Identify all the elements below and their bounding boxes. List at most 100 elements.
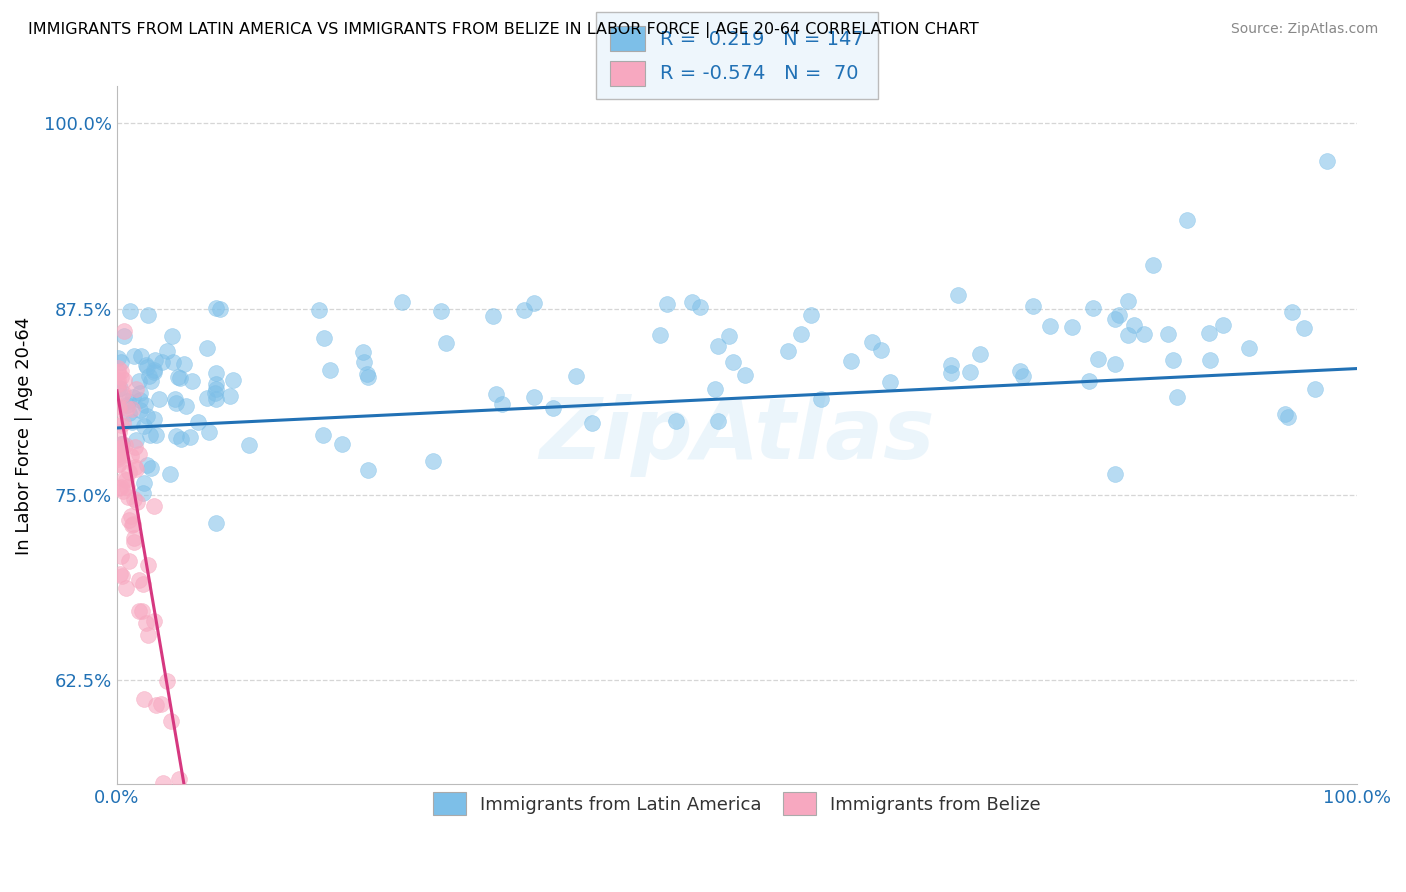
- Point: [721, 354, 744, 368]
- Point: [946, 288, 969, 302]
- Point: [159, 467, 181, 481]
- Point: [112, 373, 135, 387]
- Point: [110, 381, 132, 395]
- Point: [132, 485, 155, 500]
- Point: [136, 628, 159, 642]
- Point: [1277, 410, 1299, 425]
- Point: [127, 494, 149, 508]
- Point: [959, 365, 981, 379]
- Point: [564, 369, 586, 384]
- Point: [110, 417, 132, 432]
- Point: [939, 366, 962, 380]
- Point: [314, 330, 336, 344]
- Point: [107, 373, 129, 387]
- Point: [198, 425, 221, 439]
- Point: [1116, 294, 1139, 309]
- Point: [150, 697, 173, 711]
- Point: [129, 349, 152, 363]
- Point: [122, 390, 145, 404]
- Point: [169, 371, 191, 385]
- Point: [145, 698, 167, 712]
- Point: [523, 391, 546, 405]
- Text: IMMIGRANTS FROM LATIN AMERICA VS IMMIGRANTS FROM BELIZE IN LABOR FORCE | AGE 20-: IMMIGRANTS FROM LATIN AMERICA VS IMMIGRA…: [28, 22, 979, 38]
- Point: [706, 414, 728, 428]
- Point: [134, 692, 156, 706]
- Point: [1010, 364, 1032, 378]
- Point: [122, 492, 145, 507]
- Point: [136, 309, 159, 323]
- Point: [238, 438, 260, 452]
- Point: [1274, 407, 1296, 421]
- Point: [205, 377, 228, 392]
- Point: [1303, 383, 1326, 397]
- Point: [139, 428, 162, 442]
- Point: [142, 411, 165, 425]
- Point: [111, 436, 134, 450]
- Point: [112, 472, 135, 486]
- Point: [357, 463, 380, 477]
- Point: [115, 401, 138, 415]
- Point: [482, 310, 505, 324]
- Point: [156, 674, 179, 689]
- Point: [135, 358, 157, 372]
- Point: [170, 432, 193, 446]
- Point: [110, 355, 132, 369]
- Point: [128, 573, 150, 587]
- Point: [1104, 357, 1126, 371]
- Point: [173, 357, 195, 371]
- Point: [107, 450, 129, 464]
- Point: [1133, 327, 1156, 342]
- Point: [810, 392, 832, 406]
- Text: Source: ZipAtlas.com: Source: ZipAtlas.com: [1230, 22, 1378, 37]
- Point: [121, 517, 143, 532]
- Point: [131, 604, 153, 618]
- Point: [1316, 153, 1339, 168]
- Point: [156, 343, 179, 358]
- Point: [121, 415, 143, 429]
- Point: [124, 462, 146, 476]
- Point: [124, 434, 146, 448]
- Point: [107, 383, 129, 397]
- Point: [195, 341, 218, 355]
- Point: [128, 402, 150, 417]
- Point: [167, 370, 190, 384]
- Point: [174, 399, 197, 413]
- Point: [129, 386, 152, 401]
- Point: [491, 397, 513, 411]
- Point: [869, 343, 891, 358]
- Point: [1166, 390, 1188, 404]
- Point: [145, 428, 167, 442]
- Point: [1198, 326, 1220, 341]
- Point: [124, 441, 146, 455]
- Point: [110, 364, 132, 378]
- Point: [118, 513, 141, 527]
- Point: [1022, 299, 1045, 313]
- Point: [218, 389, 240, 403]
- Point: [112, 325, 135, 339]
- Point: [581, 416, 603, 430]
- Point: [655, 297, 678, 311]
- Point: [1281, 305, 1303, 319]
- Point: [941, 359, 963, 373]
- Point: [107, 442, 129, 456]
- Point: [165, 429, 187, 443]
- Point: [195, 391, 218, 405]
- Point: [115, 398, 138, 412]
- Point: [187, 415, 209, 429]
- Point: [430, 304, 453, 318]
- Point: [112, 483, 135, 498]
- Point: [107, 399, 129, 413]
- Point: [969, 347, 991, 361]
- Point: [1116, 328, 1139, 343]
- Legend: Immigrants from Latin America, Immigrants from Belize: Immigrants from Latin America, Immigrant…: [425, 783, 1050, 824]
- Point: [422, 454, 444, 468]
- Point: [115, 473, 138, 487]
- Point: [138, 369, 160, 384]
- Point: [134, 398, 156, 412]
- Point: [1237, 341, 1260, 355]
- Point: [205, 516, 228, 530]
- Point: [1212, 318, 1234, 332]
- Point: [110, 441, 132, 455]
- Point: [143, 353, 166, 368]
- Point: [120, 449, 142, 463]
